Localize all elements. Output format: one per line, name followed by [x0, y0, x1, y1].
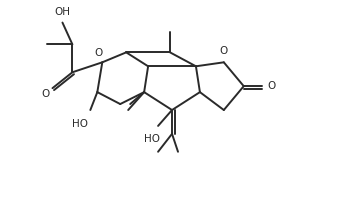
- Text: HO: HO: [72, 119, 88, 129]
- Text: O: O: [220, 46, 228, 56]
- Text: HO: HO: [144, 134, 160, 144]
- Text: O: O: [41, 89, 49, 99]
- Text: O: O: [268, 81, 276, 91]
- Text: O: O: [94, 48, 102, 58]
- Text: OH: OH: [54, 6, 70, 17]
